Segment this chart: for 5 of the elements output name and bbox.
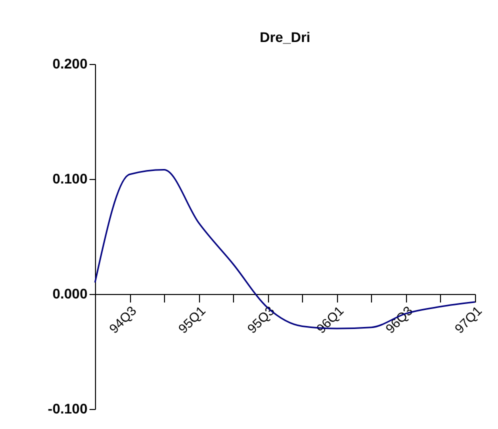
y-tick-label: 0.200 (52, 56, 88, 72)
chart-title: Dre_Dri (260, 29, 310, 45)
y-tick-label: 0.100 (52, 170, 88, 186)
y-tick-label: 0.000 (52, 286, 88, 302)
y-tick-label: -0.100 (48, 400, 88, 416)
